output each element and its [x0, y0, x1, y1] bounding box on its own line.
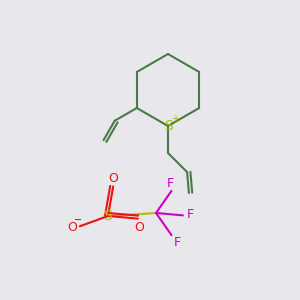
Text: F: F — [174, 236, 181, 249]
Text: F: F — [187, 208, 194, 221]
Text: O: O — [68, 221, 77, 234]
Text: S: S — [164, 119, 172, 133]
Text: O: O — [134, 221, 144, 234]
Text: S: S — [103, 209, 112, 223]
Text: O: O — [108, 172, 118, 185]
Text: F: F — [167, 177, 173, 190]
Text: −: − — [74, 215, 82, 225]
Text: +: + — [171, 114, 178, 124]
